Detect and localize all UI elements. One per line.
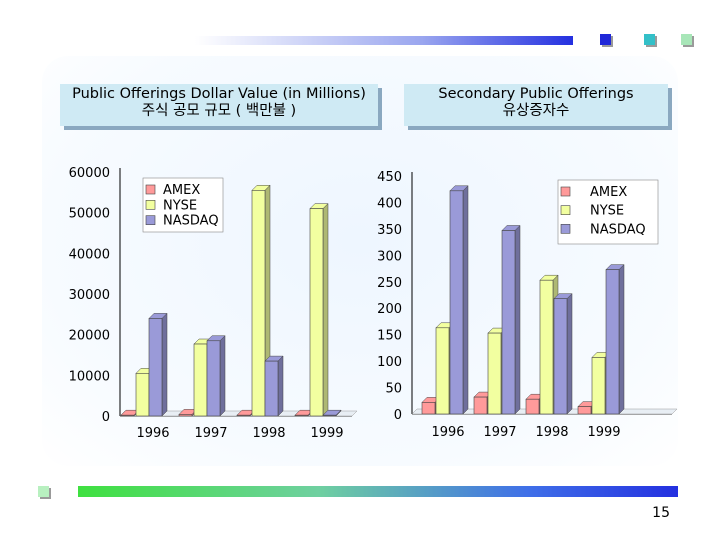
left-bar-nasdaq-1996 bbox=[148, 318, 163, 417]
left-y-tick-label: 60000 bbox=[69, 166, 110, 181]
right-y-tick-label: 300 bbox=[377, 249, 402, 264]
right-y-tick-label: 350 bbox=[377, 223, 402, 238]
left-legend-swatch bbox=[145, 215, 156, 225]
left-x-tick-label: 1998 bbox=[252, 426, 285, 441]
right-x-tick-label: 1999 bbox=[587, 425, 620, 440]
bottom-decor-bar bbox=[78, 486, 678, 497]
left-bar-nasdaq-1997 bbox=[206, 340, 221, 417]
right-bar-nyse-1997 bbox=[487, 332, 502, 415]
right-y-tick-label: 400 bbox=[377, 196, 402, 211]
right-legend-label-nasdaq: NASDAQ bbox=[590, 222, 646, 237]
left-legend-label-nyse: NYSE bbox=[163, 198, 197, 213]
left-chart-title-text: Public Offerings Dollar Value (in Millio… bbox=[72, 86, 366, 102]
right-legend-swatch bbox=[560, 224, 571, 234]
right-bar-nasdaq-1999 bbox=[605, 269, 620, 415]
right-x-tick-label: 1996 bbox=[431, 425, 464, 440]
left-bar-side bbox=[277, 355, 284, 417]
right-bar-nyse-1996 bbox=[435, 327, 450, 415]
right-bar-amex-1998 bbox=[525, 398, 540, 415]
left-bar-nyse-1997 bbox=[193, 343, 208, 417]
right-y-tick-label: 100 bbox=[377, 355, 402, 370]
left-bar-amex-1996 bbox=[120, 414, 135, 417]
left-y-tick-label: 30000 bbox=[69, 288, 110, 303]
left-y-tick-label: 50000 bbox=[69, 207, 110, 222]
left-bar-nyse-1996 bbox=[135, 372, 150, 417]
right-y-tick-label: 450 bbox=[377, 170, 402, 185]
left-bar-side bbox=[219, 335, 226, 417]
left-bar-side bbox=[322, 202, 329, 417]
right-legend-swatch bbox=[560, 205, 571, 215]
left-bar-amex-1999 bbox=[294, 414, 309, 417]
left-x-tick-label: 1997 bbox=[194, 426, 227, 441]
left-chart-title: Public Offerings Dollar Value (in Millio… bbox=[60, 84, 378, 126]
right-chart-title: Secondary Public Offerings 유상증자수 bbox=[404, 84, 668, 126]
right-bar-nasdaq-1996 bbox=[449, 190, 464, 415]
left-legend-swatch bbox=[145, 200, 156, 210]
right-bar-amex-1996 bbox=[421, 402, 436, 415]
decor-square-bottom bbox=[38, 486, 49, 497]
right-legend-label-amex: AMEX bbox=[590, 185, 627, 200]
left-legend-label-nasdaq: NASDAQ bbox=[163, 214, 219, 229]
top-decor-bar bbox=[195, 36, 573, 45]
right-chart-subtitle-text: 유상증자수 bbox=[502, 103, 570, 119]
right-y-tick-label: 250 bbox=[377, 276, 402, 291]
decor-square-teal bbox=[644, 34, 655, 45]
right-y-tick-label: 200 bbox=[377, 302, 402, 317]
right-legend-label-nyse: NYSE bbox=[590, 204, 624, 219]
right-x-tick-label: 1997 bbox=[483, 425, 516, 440]
right-bar-nyse-1998 bbox=[539, 279, 554, 415]
left-legend-box bbox=[142, 177, 224, 233]
right-bar-side bbox=[462, 185, 469, 415]
left-bar-nyse-1999 bbox=[309, 208, 324, 417]
left-bar-amex-1997 bbox=[178, 414, 193, 417]
right-bar-amex-1999 bbox=[577, 406, 592, 415]
right-y-tick-label: 150 bbox=[377, 329, 402, 344]
left-y-tick-label: 40000 bbox=[69, 247, 110, 262]
left-y-tick-label: 10000 bbox=[69, 369, 110, 384]
left-bar-nyse-1998 bbox=[251, 190, 266, 417]
right-bar-side bbox=[566, 293, 573, 415]
right-legend-swatch bbox=[560, 186, 571, 197]
left-bar-nasdaq-1998 bbox=[264, 360, 279, 417]
right-bar-side bbox=[514, 224, 521, 415]
right-legend-box bbox=[557, 179, 659, 245]
decor-square-blue bbox=[600, 34, 611, 45]
left-y-tick-label: 0 bbox=[102, 410, 110, 425]
right-y-tick-label: 0 bbox=[394, 408, 402, 423]
left-legend-label-amex: AMEX bbox=[163, 183, 200, 198]
left-chart-subtitle-text: 주식 공모 규모 ( 백만불 ) bbox=[141, 103, 297, 119]
right-chart-title-text: Secondary Public Offerings bbox=[438, 86, 634, 102]
left-bar-nasdaq-1999 bbox=[322, 414, 337, 417]
right-bar-nyse-1999 bbox=[591, 357, 606, 415]
page-number: 15 bbox=[652, 505, 670, 521]
left-bar-side bbox=[161, 312, 168, 417]
left-x-tick-label: 1999 bbox=[310, 426, 343, 441]
right-y-tick-label: 50 bbox=[385, 382, 402, 397]
left-legend-swatch bbox=[145, 184, 156, 195]
left-bar-amex-1998 bbox=[236, 414, 251, 417]
right-bar-side bbox=[618, 264, 625, 415]
decor-square-green bbox=[681, 34, 692, 45]
left-y-tick-label: 20000 bbox=[69, 329, 110, 344]
left-x-tick-label: 1996 bbox=[136, 426, 169, 441]
right-bar-nasdaq-1997 bbox=[501, 230, 516, 415]
right-bar-amex-1997 bbox=[473, 396, 488, 415]
right-bar-nasdaq-1998 bbox=[553, 298, 568, 415]
right-x-tick-label: 1998 bbox=[535, 425, 568, 440]
